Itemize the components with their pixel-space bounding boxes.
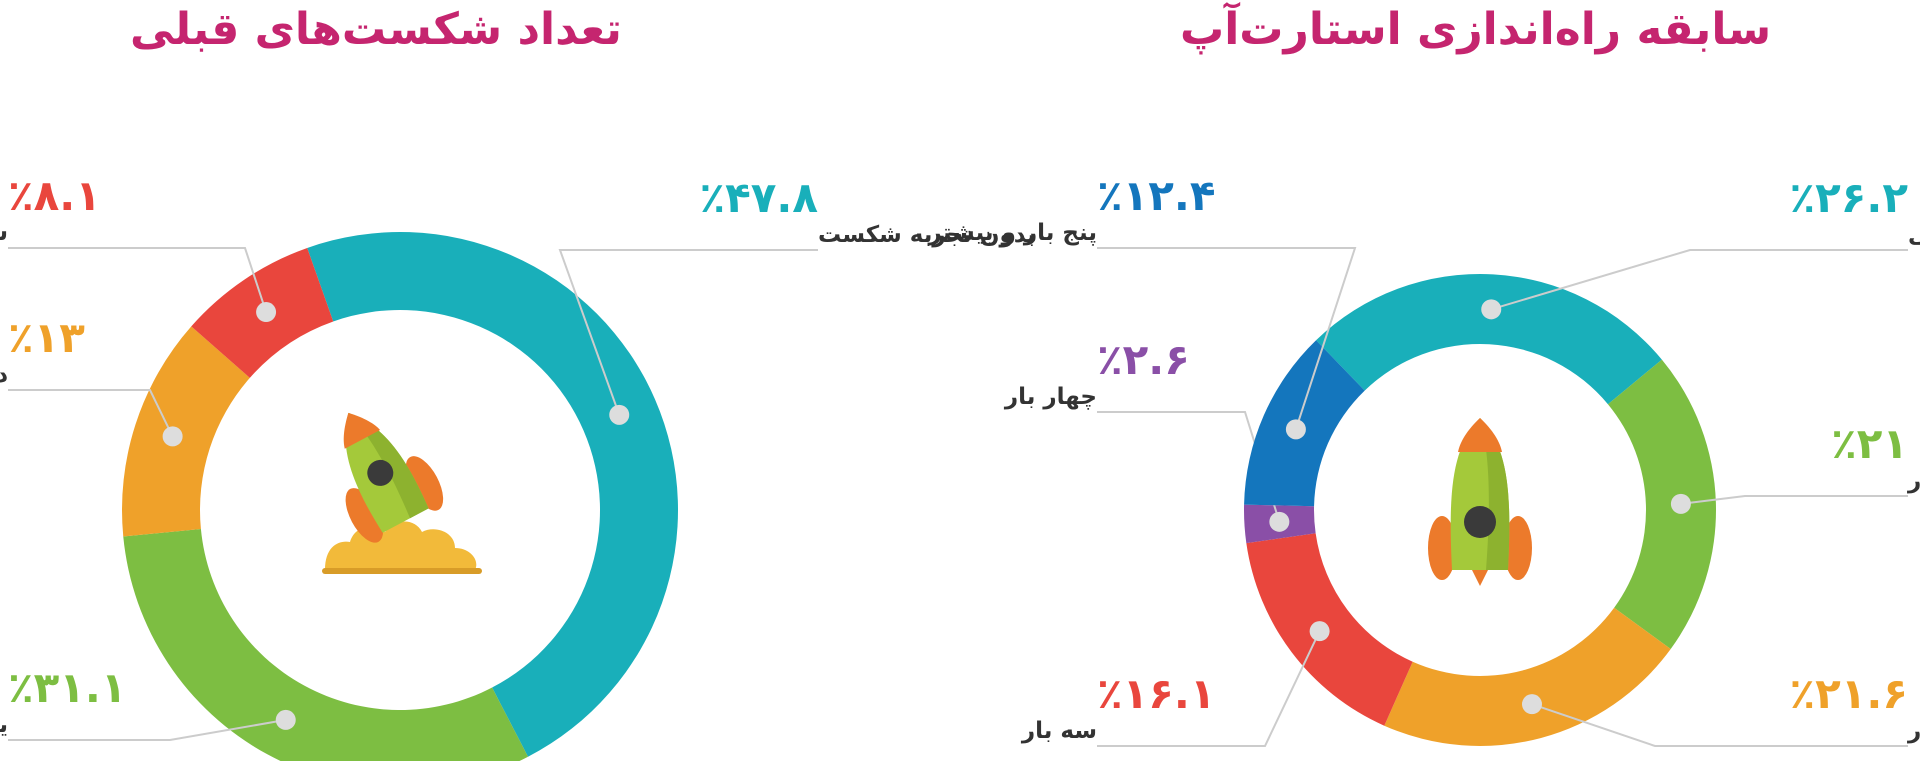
leader-line-five-plus bbox=[1097, 247, 1357, 430]
slice-label-five-plus: پنج بار و بیشتر bbox=[927, 220, 1097, 246]
slice-label-three: سه بار bbox=[1021, 718, 1097, 744]
slice-label-none: بدون سابقه قبلی bbox=[1908, 222, 1920, 248]
leader-dot-one bbox=[1670, 493, 1691, 514]
slice-percent-three: ٪۱۶.۱ bbox=[1097, 669, 1216, 718]
leader-dot-none bbox=[1481, 299, 1502, 320]
slice-percent-none: ٪۲۶.۲ bbox=[1790, 173, 1909, 222]
slice-percent-three-plus: ٪۸.۱ bbox=[8, 171, 101, 220]
leader-line-one bbox=[1680, 495, 1908, 505]
slice-label-three-plus: سه بار و بیشتر bbox=[0, 220, 8, 246]
leader-line-none bbox=[558, 249, 818, 416]
slice-label-one: یک بار bbox=[0, 712, 8, 738]
rocket-icon bbox=[1428, 418, 1532, 586]
slice-percent-none: ٪۴۷.۸ bbox=[700, 173, 819, 222]
chart-title-startup-history: سابقه راه‌اندازی استارت‌آپ bbox=[1180, 4, 1772, 55]
leader-dot-four bbox=[1269, 511, 1290, 532]
leader-dot-two bbox=[162, 426, 183, 447]
leader-line-two bbox=[1531, 703, 1908, 747]
donut-slice-five-plus bbox=[1244, 340, 1365, 507]
leader-dot-none bbox=[609, 404, 630, 425]
leader-dot-one bbox=[275, 709, 296, 730]
donut-slice-two bbox=[122, 326, 250, 537]
donut-slice-one bbox=[1607, 359, 1716, 650]
leader-dot-three bbox=[1309, 621, 1330, 642]
slice-percent-one: ٪۳۱.۱ bbox=[8, 663, 127, 712]
donut-chart-startup-history: ٪۲۶.۲بدون سابقه قبلی ٪۲۱یک بار ٪۲۱.۶دو بار… bbox=[927, 171, 1920, 747]
leader-line-two bbox=[8, 389, 174, 437]
slice-label-two: دو بار bbox=[1907, 718, 1920, 744]
leader-dot-five-plus bbox=[1285, 419, 1306, 440]
slice-label-four: چهار بار bbox=[1004, 384, 1097, 410]
slice-percent-two: ٪۲۱.۶ bbox=[1790, 669, 1909, 718]
slice-percent-two: ٪۱۳ bbox=[8, 313, 85, 362]
slice-percent-four: ٪۲.۶ bbox=[1097, 335, 1190, 384]
chart-title-previous-failures: تعداد شکست‌های قبلی bbox=[130, 4, 622, 55]
slice-label-none: بدون تجربه شکست bbox=[818, 222, 1036, 248]
slice-percent-one: ٪۲۱ bbox=[1831, 419, 1908, 468]
leader-line-three-plus bbox=[8, 247, 268, 313]
donut-slice-none bbox=[1316, 274, 1662, 405]
donut-slice-one bbox=[123, 529, 529, 761]
donut-slice-two bbox=[1384, 607, 1671, 746]
slice-percent-five-plus: ٪۱۲.۴ bbox=[1097, 171, 1216, 220]
donut-slice-none bbox=[307, 232, 678, 757]
leader-dot-three-plus bbox=[256, 302, 277, 323]
crashed-rocket-icon bbox=[322, 412, 482, 574]
donut-slice-three bbox=[1246, 533, 1413, 726]
leader-line-one bbox=[8, 718, 286, 741]
slice-label-two: دو بار bbox=[0, 362, 8, 388]
slice-label-one: یک بار bbox=[1907, 468, 1920, 494]
leader-line-three bbox=[1097, 630, 1321, 747]
leader-dot-two bbox=[1521, 694, 1542, 715]
leader-line-none bbox=[1490, 249, 1908, 311]
